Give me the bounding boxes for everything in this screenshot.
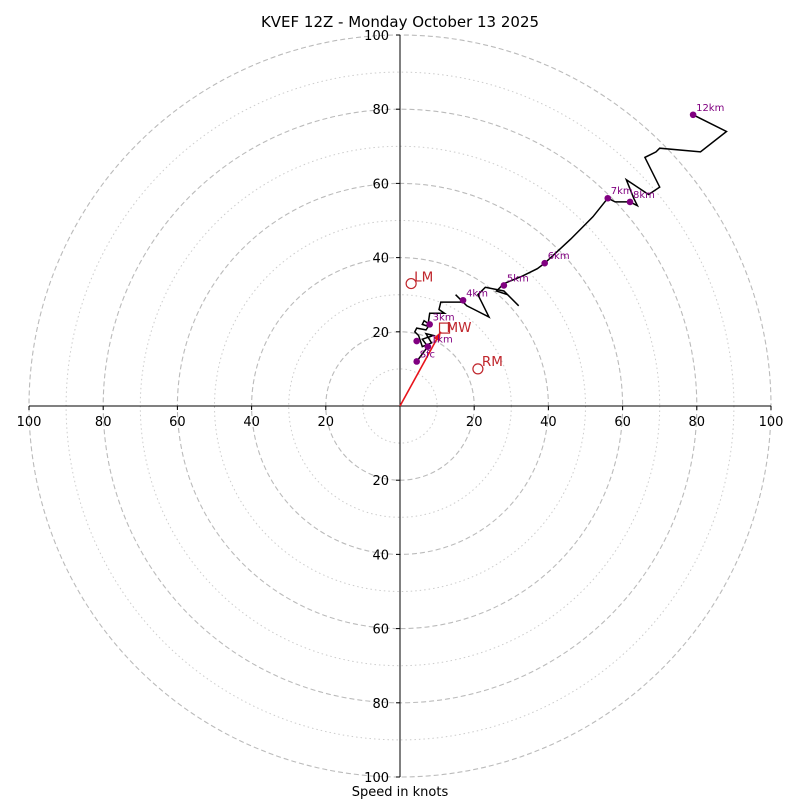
x-tick-label: 20 — [318, 415, 335, 430]
height-marker-label: 3km — [433, 312, 455, 323]
height-marker-label: Sfc — [420, 349, 435, 360]
y-tick-label: 60 — [372, 623, 389, 638]
height-markers: Sfc 1km 3km 4km 5km 6km 7km 8km 12km — [413, 103, 724, 365]
y-tick-label: 100 — [364, 29, 389, 44]
height-marker-dot — [626, 198, 634, 206]
y-tick-label: 80 — [372, 103, 389, 118]
y-tick-label: 40 — [372, 548, 389, 563]
right-mover-marker — [472, 363, 484, 375]
height-marker-dot — [413, 358, 420, 365]
height-marker-label: 7km — [611, 186, 633, 197]
vector-arrowhead — [433, 331, 441, 342]
x-axis-label: Speed in knots — [352, 785, 449, 800]
x-tick-label: 40 — [540, 415, 557, 430]
height-marker-label: 8km — [633, 190, 655, 201]
mean-wind-label: MW — [447, 320, 472, 336]
height-marker-dot — [459, 296, 467, 304]
height-marker-dot — [413, 337, 420, 345]
storm-motion-vector — [399, 331, 442, 407]
x-tick-label: 80 — [95, 415, 112, 430]
height-marker-label: 1km — [431, 335, 453, 346]
y-tick-label: 20 — [372, 474, 389, 489]
storm-motion-markers: MW LM RM — [405, 270, 503, 375]
height-marker-dot — [426, 321, 433, 328]
height-marker-label: 12km — [696, 103, 724, 114]
y-tick-label: 100 — [364, 771, 389, 786]
height-marker-dot — [604, 194, 612, 202]
y-tick-label: 80 — [372, 697, 389, 712]
tick-labels: 100 100 80 80 60 60 40 40 20 20 20 20 40 40 60 60 80 80 10… — [17, 29, 784, 786]
height-marker-dot — [689, 111, 697, 119]
y-tick-label: 20 — [372, 326, 389, 341]
x-tick-label: 60 — [169, 415, 186, 430]
height-marker-dot — [424, 343, 432, 350]
y-tick-label: 40 — [372, 252, 389, 267]
height-marker-dot — [500, 282, 508, 289]
vector-line — [399, 331, 442, 407]
height-marker-dot — [541, 259, 548, 267]
height-marker-label: 4km — [466, 288, 488, 299]
height-marker-label: 5km — [507, 273, 529, 284]
left-mover-label: LM — [414, 270, 433, 286]
x-tick-label: 100 — [759, 415, 784, 430]
x-tick-label: 20 — [466, 415, 483, 430]
y-tick-label: 60 — [372, 177, 389, 192]
hodograph-trace — [413, 114, 728, 362]
x-tick-label: 80 — [689, 415, 706, 430]
wind-profile-line — [413, 114, 728, 362]
x-tick-label: 40 — [243, 415, 260, 430]
mean-wind-marker — [438, 322, 451, 334]
left-mover-marker — [405, 277, 417, 290]
chart-title: KVEF 12Z - Monday October 13 2025 — [261, 13, 539, 31]
right-mover-label: RM — [482, 354, 503, 370]
x-tick-label: 60 — [614, 415, 631, 430]
x-tick-label: 100 — [17, 415, 42, 430]
height-marker-label: 6km — [548, 251, 570, 262]
